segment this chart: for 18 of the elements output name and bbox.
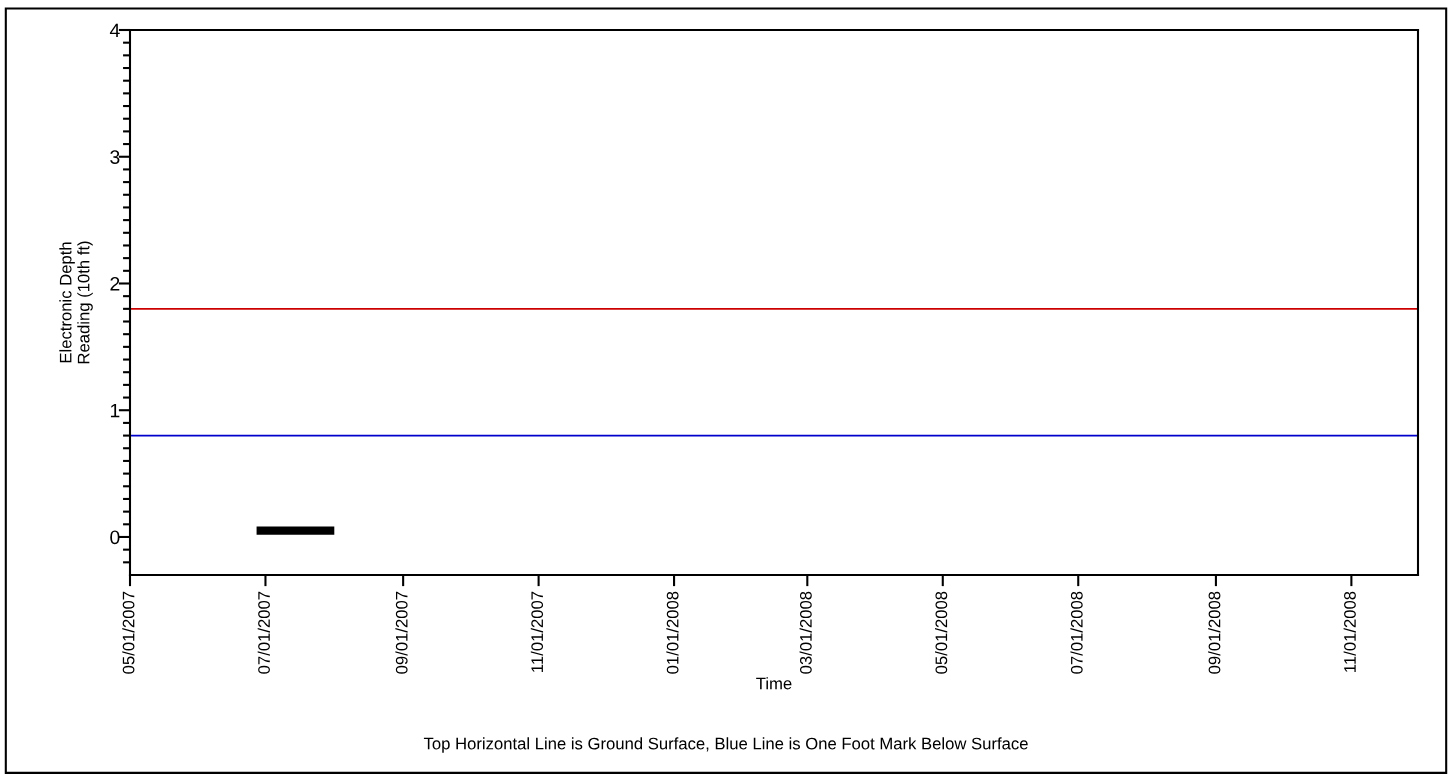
x-tick-label: 11/01/2007 xyxy=(530,591,544,672)
y-tick-label: 3 xyxy=(110,150,120,164)
x-axis-title: Time xyxy=(756,677,792,690)
x-tick-label: 05/01/2007 xyxy=(122,591,135,674)
x-tick-label: 03/01/2008 xyxy=(799,591,812,674)
x-tick-label: 09/01/2007 xyxy=(395,591,408,674)
y-axis-title: Electronic Depth Reading (10th ft) xyxy=(59,241,93,364)
x-tick-label: 05/01/2008 xyxy=(935,591,948,674)
y-tick-label: 4 xyxy=(109,23,120,38)
x-tick-label: 11/01/2008 xyxy=(1343,591,1356,672)
x-tick-label: 07/01/2008 xyxy=(1070,591,1083,674)
x-tick-label: 01/01/2008 xyxy=(666,591,679,674)
x-tick-label: 07/01/2007 xyxy=(257,591,270,674)
y-tick-label: 0 xyxy=(110,530,120,545)
x-tick-label: 09/01/2008 xyxy=(1208,591,1221,674)
y-tick-label: 1 xyxy=(110,403,120,418)
text: Top Horizontal Line is Ground Surface, Blue Line is One Foot Mark Below Surface xyxy=(423,737,1028,753)
y-tick-label: 2 xyxy=(110,276,120,291)
